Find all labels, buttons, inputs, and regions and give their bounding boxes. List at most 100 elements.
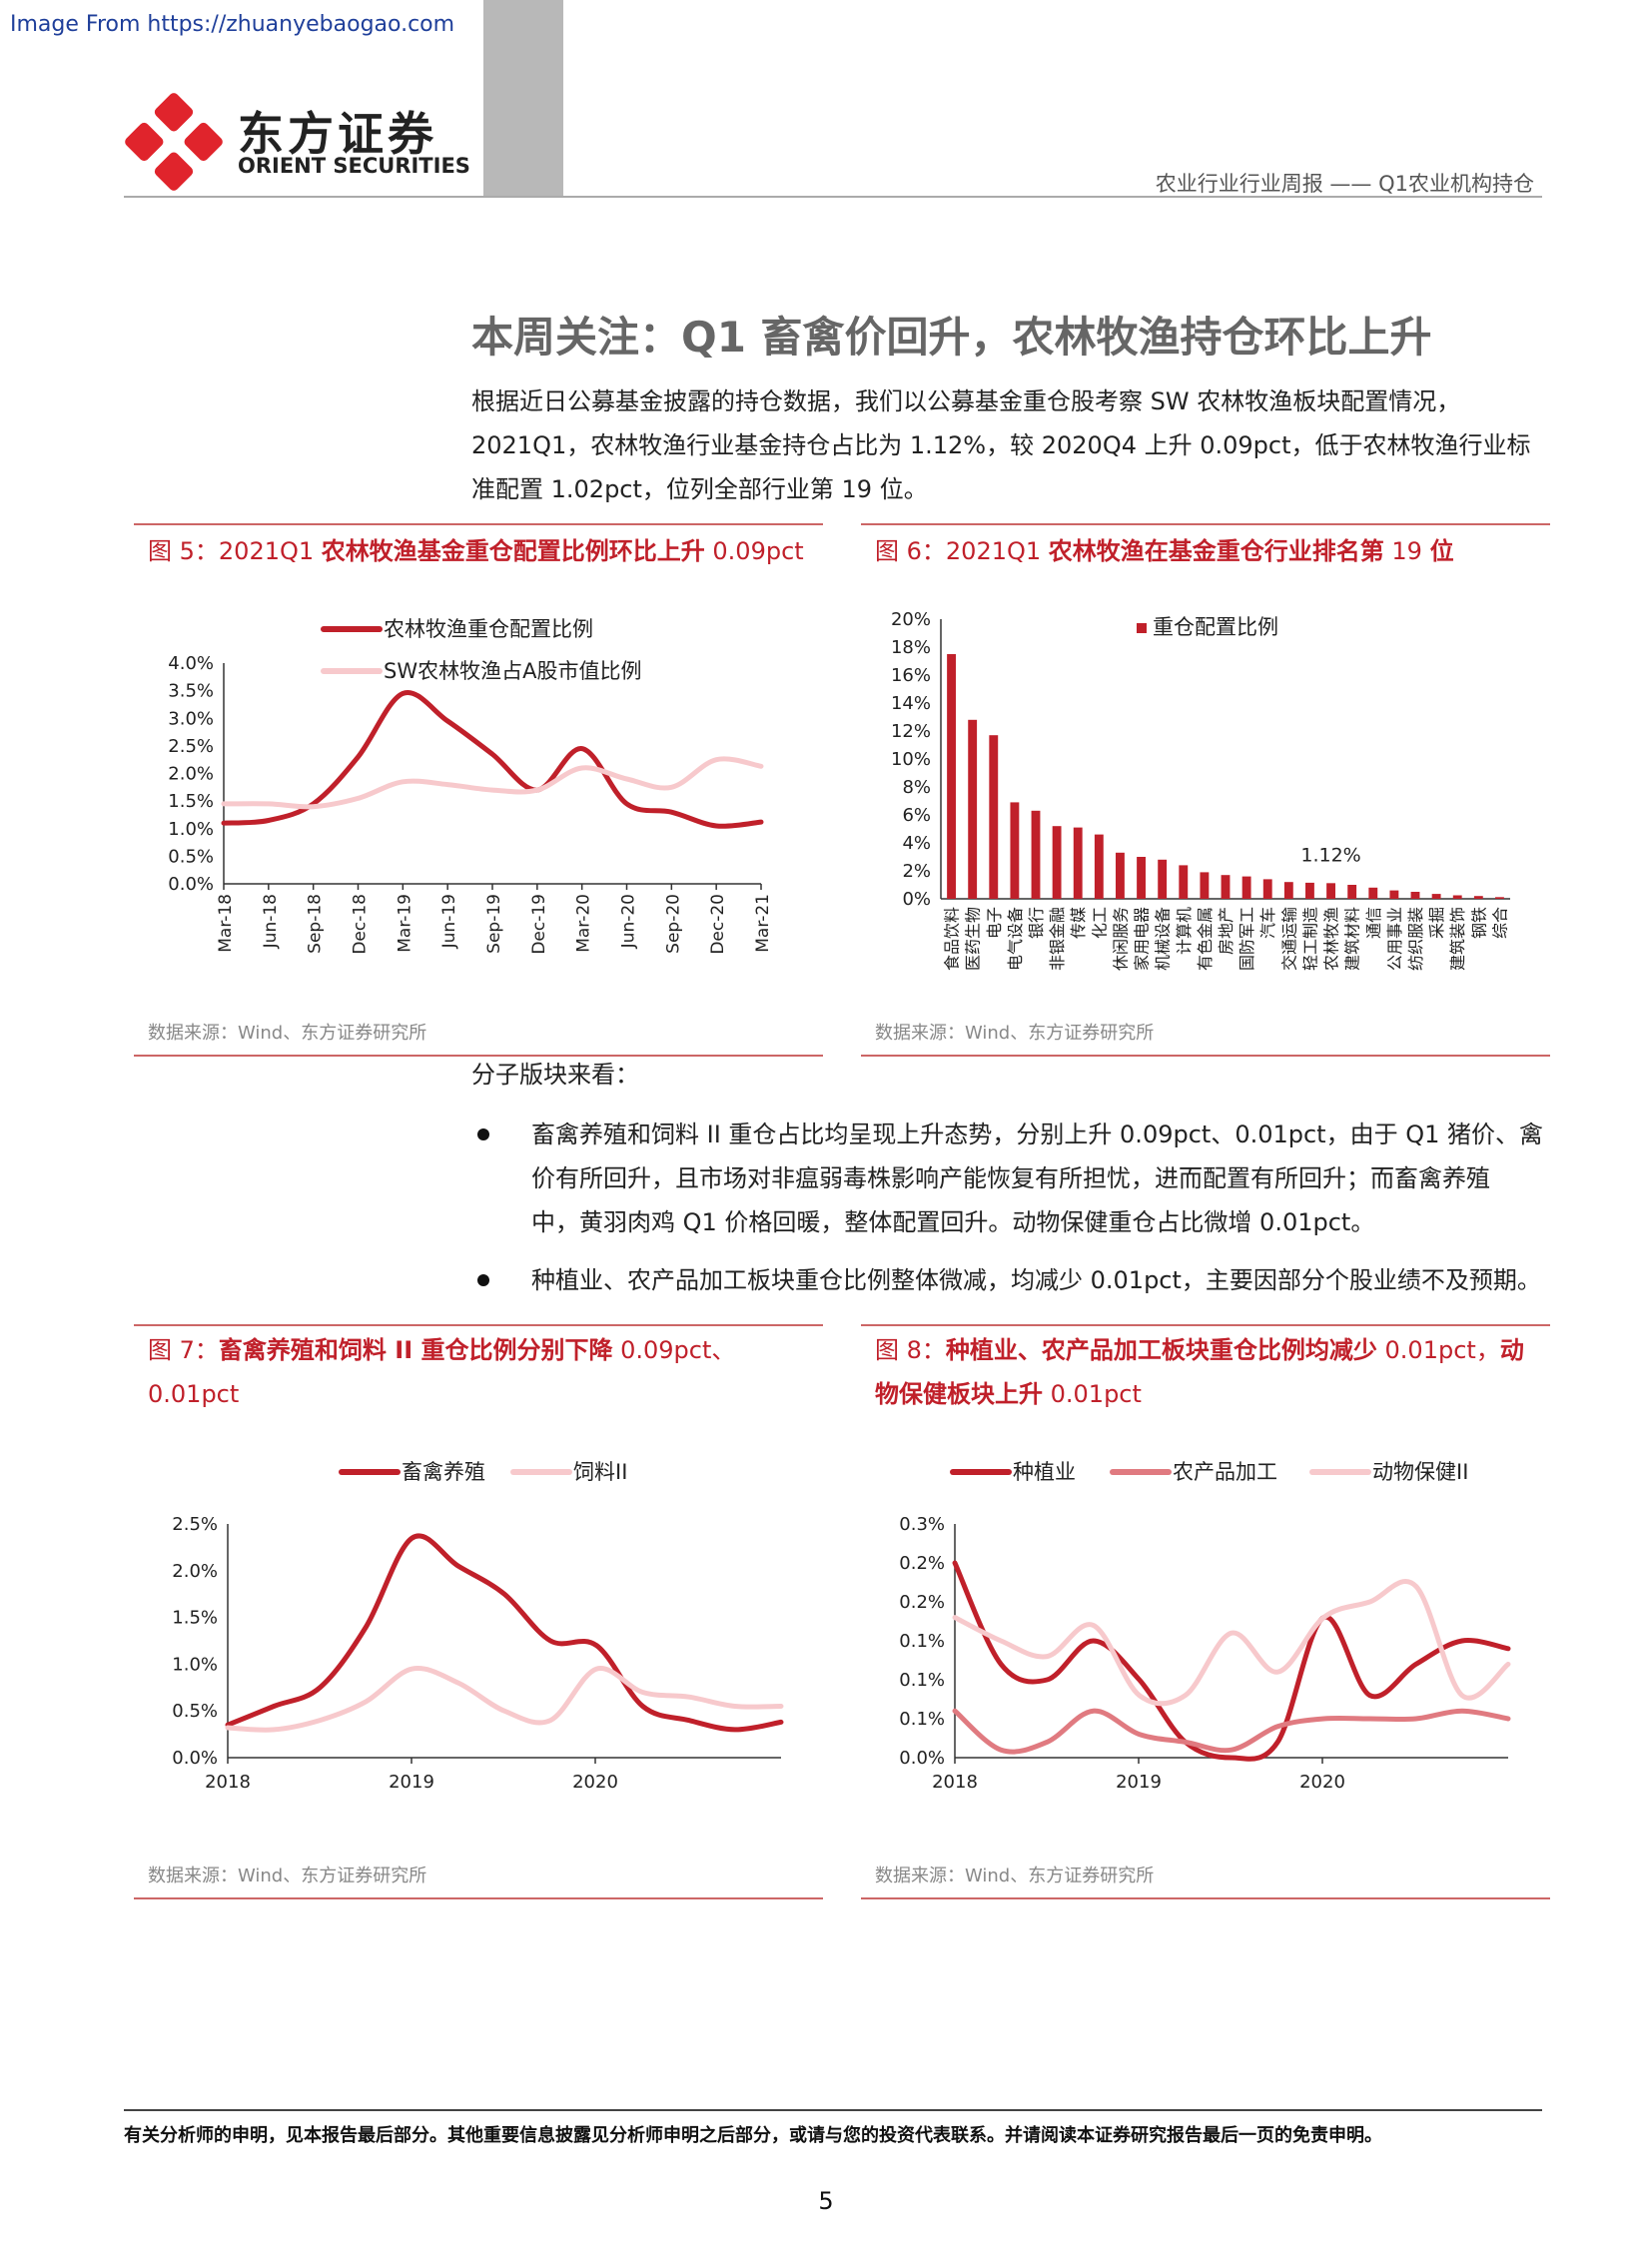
y-tick-label: 0.0% [172,1748,218,1769]
fig5-title: 图 5：2021Q1 农林牧渔基金重仓配置比例环比上升 0.09pct [148,529,804,573]
legend-label: 种植业 [1013,1460,1076,1484]
legend-label: 畜禽养殖 [402,1460,485,1484]
bar [989,735,999,899]
y-tick-label: 0% [902,889,931,910]
x-tick-label: 交通运输 [1279,907,1298,971]
y-tick-label: 0.1% [899,1670,945,1691]
fig7-chart: 0.0% 0.5% 1.0% 1.5% 2.0% 2.5% 2018 2019 2020 畜禽养殖… [172,1460,784,1793]
bar [1389,890,1399,899]
fig5-source: 数据来源：Wind、东方证券研究所 [148,1023,427,1044]
page-number: 5 [818,2187,834,2215]
x-tick-label: 银行 [1027,907,1046,939]
x-tick-label: 国防军工 [1238,907,1256,971]
y-tick-label: 0.3% [899,1514,945,1535]
x-tick-label: Jun-20 [619,894,639,949]
company-logo [124,92,224,192]
x-tick-label: 医药生物 [964,907,983,971]
fig8-title-bold: 种植业、农产品加工板块重仓比例均减少 [945,1336,1377,1364]
x-tick-label: Mar-18 [216,894,236,953]
x-tick-label: 非银金融 [1048,907,1067,971]
fig7-title-line2: 0.01pct [148,1380,240,1408]
bar [1200,872,1210,899]
fig5-top-rule [134,523,823,525]
bar [1158,859,1168,899]
sub-heading: 分子版块来看： [471,1061,639,1089]
fig5-bottom-rule [134,1055,823,1057]
bar [1116,852,1125,899]
y-tick-label: 0.1% [899,1631,945,1652]
bar [1031,810,1041,899]
y-tick-label: 0.2% [899,1553,945,1574]
x-tick-label: 建筑装饰 [1448,907,1467,971]
fig6-title-pre: 2021Q1 [945,537,1049,565]
intro-paragraph: 根据近日公募基金披露的持仓数据，我们以公募基金重仓股考察 SW 农林牧渔板块配置… [471,379,1540,511]
fig8-top-rule [861,1324,1550,1326]
fig6-source: 数据来源：Wind、东方证券研究所 [875,1023,1155,1044]
series-line [221,689,764,829]
bar [1431,894,1441,899]
y-tick-label: 12% [891,721,931,742]
bar [947,654,956,899]
series-line [952,1708,1511,1755]
fig6-top-rule [861,523,1550,525]
x-tick-label: Sep-19 [484,894,504,954]
x-tick-label: Sep-20 [663,894,683,954]
x-tick-label: 建筑材料 [1343,907,1362,971]
y-tick-label: 10% [891,749,931,770]
y-tick-label: 2% [902,861,931,882]
x-tick-label: 2018 [932,1772,978,1793]
fig8-label: 图 8： [875,1336,946,1364]
bar [1283,882,1293,899]
source-link[interactable]: Image From https://zhuanyebaogao.com [10,12,455,37]
fig8-title-line2-bold: 物保健板块上升 [875,1380,1043,1408]
x-tick-label: Mar-19 [395,894,414,953]
fig7-title-bold: 畜禽养殖和饲料 II 重仓比例分别下降 [218,1336,613,1364]
y-tick-label: 18% [891,637,931,658]
x-tick-label: 有色金属 [1196,907,1215,971]
footer-disclaimer: 有关分析师的申明，见本报告最后部分。其他重要信息披露见分析师申明之后部分，或请与… [124,2125,1382,2146]
bullet-dot [477,1128,489,1140]
series-line [952,1579,1511,1707]
fig7-title-post: 0.09pct、 [612,1336,736,1364]
bar [1052,826,1062,899]
fig6-label: 图 6： [875,537,946,565]
bullet-item: 畜禽养殖和饲料 II 重仓占比均呈现上升态势，分别上升 0.09pct、0.01… [531,1113,1550,1244]
x-tick-label: Jun-18 [261,894,281,949]
bar [1179,865,1189,899]
legend-label: 饲料II [573,1460,627,1484]
x-tick-label: Dec-20 [708,894,728,955]
bar [1010,802,1020,899]
y-tick-label: 2.5% [172,1514,218,1535]
y-tick-label: 3.0% [168,708,214,729]
x-tick-label: 电子 [985,907,1004,939]
series-line [225,1666,784,1733]
intro-line: 2021Q1，农林牧渔行业基金持仓占比为 1.12%，较 2020Q4 上升 0… [471,431,1531,459]
x-tick-label: 轻工制造 [1300,907,1319,971]
series-line [221,756,764,810]
fig8-title-post: 0.01pct， [1376,1336,1500,1364]
logo-name-cn: 东方证券 [238,107,437,161]
fig5-title-post: 0.09pct [704,537,804,565]
fig7-source: 数据来源：Wind、东方证券研究所 [148,1866,427,1886]
bullet-line: 畜禽养殖和饲料 II 重仓占比均呈现上升态势，分别上升 0.09pct、0.01… [531,1121,1544,1148]
bullet-item: 种植业、农产品加工板块重仓比例整体微减，均减少 0.01pct，主要因部分个股业… [531,1258,1550,1302]
x-tick-label: 传媒 [1069,907,1088,939]
logo-mark-icon [125,93,223,191]
bar [968,719,978,899]
header-divider [124,196,1542,198]
x-tick-label: 计算机 [1175,907,1194,955]
x-tick-label: 纺织服装 [1406,907,1425,971]
bar [1368,887,1378,899]
y-tick-label: 0.1% [899,1709,945,1730]
bar [1137,857,1146,899]
fig8-title-line2-post: 0.01pct [1043,1380,1142,1408]
y-tick-label: 20% [891,609,931,630]
bullet-line: 种植业、农产品加工板块重仓比例整体微减，均减少 0.01pct，主要因部分个股业… [531,1266,1541,1294]
y-tick-label: 2.5% [168,736,214,757]
x-tick-label: 综合 [1490,907,1509,939]
legend-label: SW农林牧渔占A股市值比例 [384,659,641,683]
x-tick-label: Mar-20 [574,894,594,953]
fig7-top-rule [134,1324,823,1326]
y-tick-label: 0.0% [899,1748,945,1769]
bar-annotation: 1.12% [1300,844,1360,866]
